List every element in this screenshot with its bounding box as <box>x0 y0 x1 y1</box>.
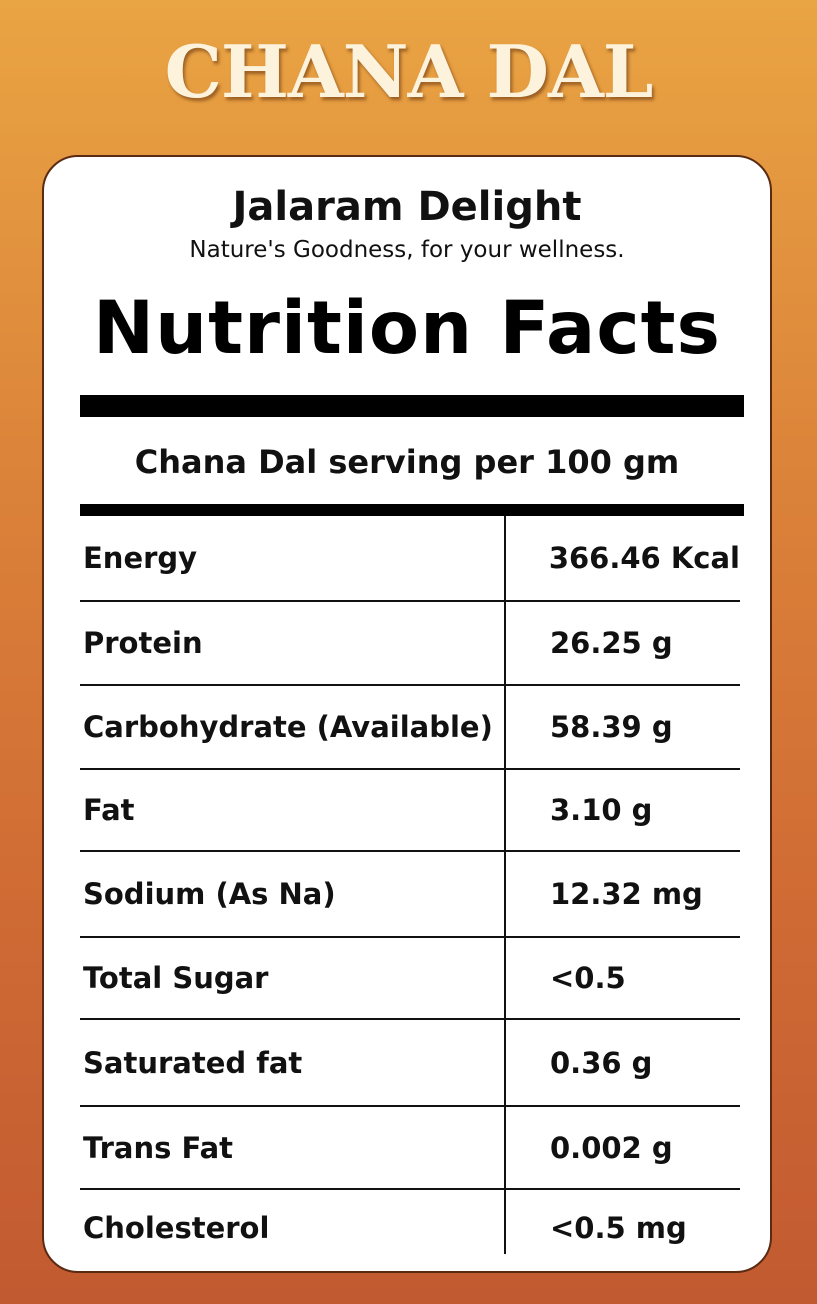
nutrient-name: Cholesterol <box>83 1211 270 1245</box>
table-row: Fat 3.10 g <box>80 770 740 852</box>
nutrient-value: 58.39 g <box>550 710 673 744</box>
table-row: Protein 26.25 g <box>80 602 740 686</box>
nutrient-name: Protein <box>83 626 203 660</box>
nutrient-table: Energy 366.46 Kcal Protein 26.25 g Carbo… <box>80 516 740 1266</box>
table-row: Saturated fat 0.36 g <box>80 1020 740 1107</box>
table-row: Cholesterol <0.5 mg <box>80 1190 740 1266</box>
product-title: CHANA DAL <box>164 29 654 114</box>
table-row: Sodium (As Na) 12.32 mg <box>80 852 740 938</box>
nutrient-name: Carbohydrate (Available) <box>83 710 493 744</box>
nutrient-value: 0.002 g <box>550 1130 673 1165</box>
nutrient-value: 366.46 Kcal <box>548 541 740 575</box>
nutrient-value: <0.5 <box>550 961 626 995</box>
nutrient-name: Sodium (As Na) <box>83 877 336 911</box>
nutrient-value: 12.32 mg <box>550 877 703 911</box>
serving-size: Chana Dal serving per 100 gm <box>134 443 680 481</box>
nutrient-value: 0.36 g <box>550 1045 653 1080</box>
nutrient-value: 26.25 g <box>550 626 673 660</box>
serving-divider <box>80 504 744 516</box>
table-row: Total Sugar <0.5 <box>80 938 740 1020</box>
nutrient-name: Trans Fat <box>83 1130 234 1165</box>
table-row: Energy 366.46 Kcal <box>80 516 740 602</box>
nutrient-name: Total Sugar <box>83 961 269 995</box>
nutrient-value: 3.10 g <box>550 793 653 827</box>
table-row: Trans Fat 0.002 g <box>80 1107 740 1190</box>
column-divider <box>504 516 506 1254</box>
nutrition-label-card: Jalaram Delight Nature's Goodness, for y… <box>42 155 772 1273</box>
table-row: Carbohydrate (Available) 58.39 g <box>80 686 740 770</box>
nutrient-value: <0.5 mg <box>550 1211 687 1245</box>
brand-tagline: Nature's Goodness, for your wellness. <box>189 237 625 263</box>
nutrient-name: Fat <box>83 793 135 827</box>
brand-name: Jalaram Delight <box>232 184 582 230</box>
heading-divider <box>80 395 744 417</box>
nutrient-name: Saturated fat <box>83 1045 303 1080</box>
nutrient-name: Energy <box>83 541 198 575</box>
nutrition-facts-heading: Nutrition Facts <box>93 286 721 371</box>
